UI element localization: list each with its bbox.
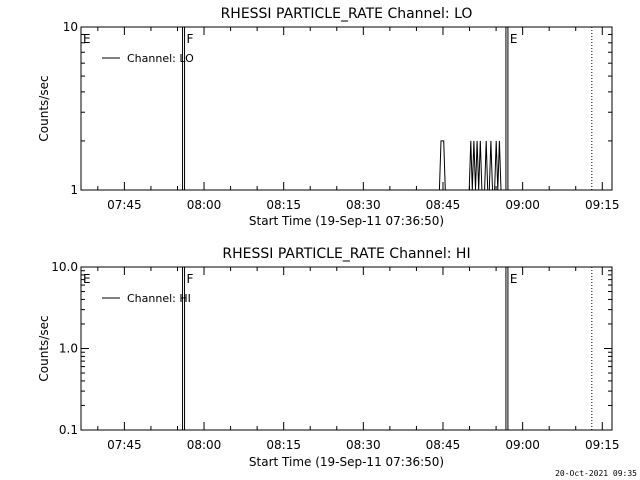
lo-series-line [81,140,612,191]
hi-y-tick-label: 1.0 [59,342,78,356]
lo-chart-title: RHESSI PARTICLE_RATE Channel: LO [221,6,473,22]
hi-x-tick-label: 08:15 [266,438,301,452]
hi-event-label: F [187,272,194,286]
hi-chart-title: RHESSI PARTICLE_RATE Channel: HI [222,246,470,262]
lo-legend-label: Channel: LO [127,52,194,65]
lo-event-label: F [187,32,194,46]
lo-channel-panel: RHESSI PARTICLE_RATE Channel: LO Start Ti… [37,6,620,228]
hi-y-tick-label: 10.0 [51,260,78,274]
footer-timestamp: 20-Oct-2021 09:35 [555,469,637,478]
lo-x-tick-label: 08:30 [346,198,381,212]
hi-channel-panel: RHESSI PARTICLE_RATE Channel: HI Start Ti… [37,246,620,469]
hi-event-label: E [83,272,91,286]
lo-x-axis-label: Start Time (19-Sep-11 07:36:50) [249,214,444,228]
hi-x-tick-label: 08:30 [346,438,381,452]
lo-event-label: E [83,32,91,46]
hi-y-axis-label: Counts/sec [37,315,51,381]
hi-x-tick-label: 08:00 [187,438,222,452]
lo-x-tick-label: 08:00 [187,198,222,212]
hi-y-tick-label: 0.1 [59,423,78,437]
hi-x-tick-label: 07:45 [107,438,142,452]
hi-x-tick-label: 09:15 [585,438,620,452]
lo-x-tick-label: 09:00 [505,198,540,212]
lo-y-axis-label: Counts/sec [37,75,51,141]
hi-x-tick-label: 08:45 [426,438,461,452]
lo-x-tick-label: 09:15 [585,198,620,212]
hi-x-axis-label: Start Time (19-Sep-11 07:36:50) [249,455,444,469]
lo-event-label: E [510,32,518,46]
hi-event-label: E [510,272,518,286]
lo-y-tick-label: 1 [70,183,78,197]
lo-y-tick-label: 10 [63,20,78,34]
hi-x-tick-label: 09:00 [505,438,540,452]
hi-legend-label: Channel: HI [127,292,191,305]
lo-x-tick-label: 08:45 [426,198,461,212]
lo-x-tick-label: 07:45 [107,198,142,212]
lo-x-tick-label: 08:15 [266,198,301,212]
